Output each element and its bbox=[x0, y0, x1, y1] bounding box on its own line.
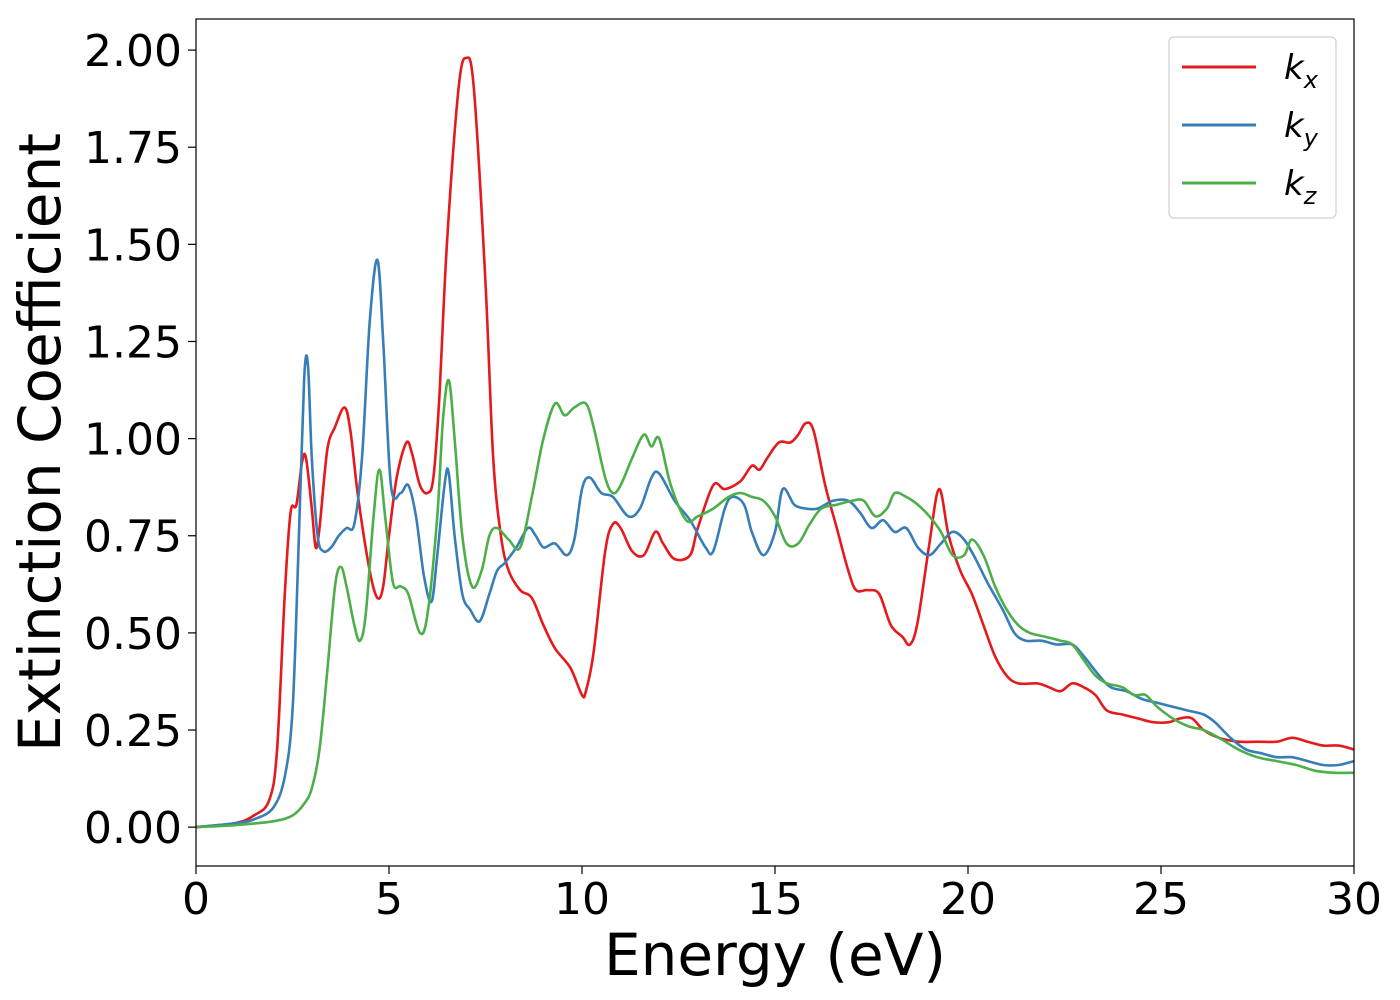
x-tick-label: 0 bbox=[182, 874, 210, 925]
x-axis-title: Energy (eV) bbox=[604, 921, 946, 989]
y-tick-label: 1.75 bbox=[84, 123, 182, 174]
series-line-ky bbox=[196, 258, 1354, 829]
y-tick-label: 0.50 bbox=[84, 609, 182, 660]
series-layer bbox=[196, 56, 1354, 829]
x-tick-label: 10 bbox=[554, 874, 610, 925]
x-tick-label: 5 bbox=[375, 874, 403, 925]
y-tick-label: 2.00 bbox=[84, 26, 182, 77]
legend-label-kx: kx bbox=[1284, 48, 1319, 94]
y-tick-label: 0.25 bbox=[84, 706, 182, 757]
legend-box bbox=[1168, 36, 1337, 219]
y-tick-label: 0.00 bbox=[84, 803, 182, 854]
x-tick-label: 15 bbox=[747, 874, 803, 925]
x-axis-ticks: 0 5 10 15 20 25 30 bbox=[182, 866, 1382, 925]
y-tick-label: 0.75 bbox=[84, 512, 182, 563]
y-tick-label: 1.50 bbox=[84, 220, 182, 271]
legend-label-ky: ky bbox=[1284, 106, 1319, 152]
x-tick-label: 25 bbox=[1133, 874, 1189, 925]
y-axis-ticks: 0.00 0.25 0.50 0.75 1.00 1.25 1.50 1.75 2.00 bbox=[84, 26, 196, 854]
series-line-kz bbox=[196, 378, 1354, 829]
series-line-kx bbox=[196, 56, 1354, 829]
x-tick-label: 30 bbox=[1326, 874, 1382, 925]
x-tick-label: 20 bbox=[940, 874, 996, 925]
y-tick-label: 1.00 bbox=[84, 415, 182, 466]
y-tick-label: 1.25 bbox=[84, 317, 182, 368]
legend-label-kz: kz bbox=[1284, 164, 1318, 210]
legend: kx ky kz bbox=[1168, 36, 1337, 219]
y-axis-title: Extinction Coefficient bbox=[6, 133, 74, 752]
